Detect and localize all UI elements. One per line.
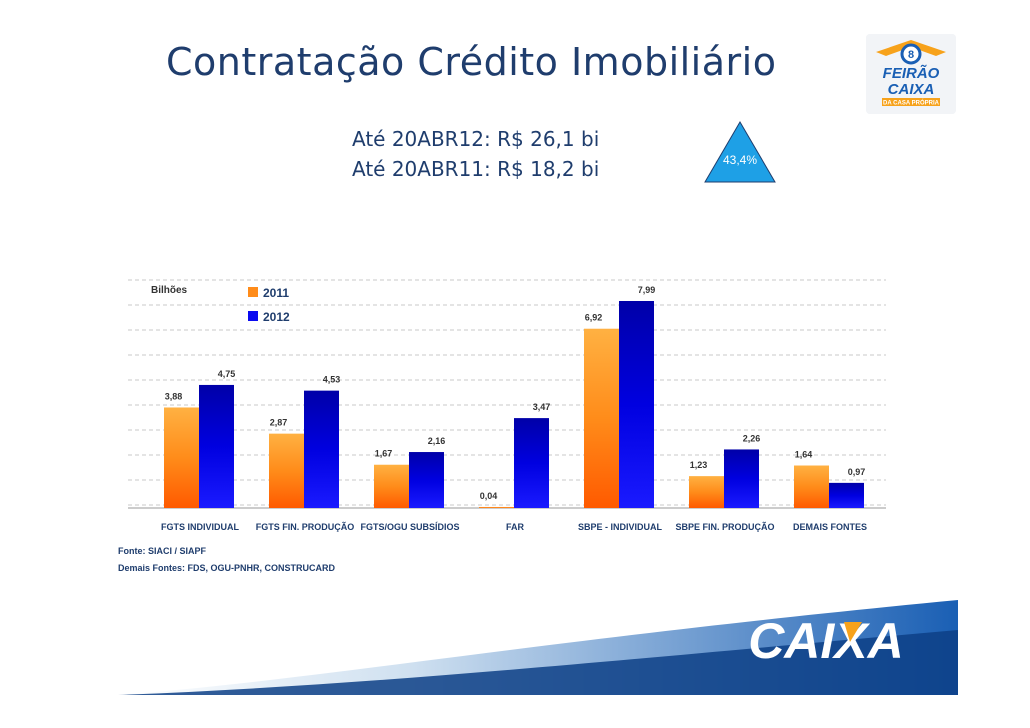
category-label-1: FGTS INDIVIDUAL [161, 522, 240, 532]
value-label-2011-4: 0,04 [480, 491, 498, 501]
summary-line-2011: Até 20ABR11: R$ 18,2 bi [352, 157, 600, 181]
value-label-2012-4: 3,47 [533, 402, 551, 412]
bar-2012-3 [409, 452, 444, 508]
summary-line-2012: Até 20ABR12: R$ 26,1 bi [352, 127, 600, 151]
bar-chart: 3,88 4,75 2,87 4,53 1,67 2,16 0,04 3,47 6,92 7,99… [128, 279, 886, 532]
chart-value-labels: 3,88 4,75 2,87 4,53 1,67 2,16 0,04 3,47 6,92 7,99… [165, 285, 866, 501]
summary-block: Até 20ABR12: R$ 26,1 bi Até 20ABR11: R$ … [352, 124, 599, 184]
decorative-swoosh [118, 600, 958, 695]
chart-legend: 2011 2012 [248, 286, 290, 324]
legend-label-2011: 2011 [263, 286, 289, 300]
value-label-2012-3: 2,16 [428, 436, 446, 446]
bar-2011-2 [269, 433, 304, 508]
category-label-5: SBPE - INDIVIDUAL [578, 522, 663, 532]
page-title: Contratação Crédito Imobiliário [166, 40, 777, 84]
growth-value: 43,4% [723, 153, 757, 167]
category-label-7: DEMAIS FONTES [793, 522, 867, 532]
caixa-logo: CAIXA [748, 613, 904, 668]
chart-category-labels: FGTS INDIVIDUAL FGTS FIN. PRODUÇÃO FGTS/OG… [161, 522, 867, 532]
legend-label-2012: 2012 [263, 310, 290, 324]
feirao-logo-word-2: CAIXA [888, 81, 935, 98]
bar-2012-2 [304, 390, 339, 508]
bar-2012-6 [724, 449, 759, 508]
bar-2012-1 [199, 384, 234, 508]
value-label-2011-2: 2,87 [270, 418, 288, 428]
value-label-2012-6: 2,26 [743, 433, 761, 443]
legend-swatch-2011 [248, 287, 258, 297]
legend-swatch-2012 [248, 311, 258, 321]
caixa-logo-word: CAIXA [748, 613, 904, 668]
bar-2012-7 [829, 482, 864, 508]
bar-2012-5 [619, 301, 654, 508]
value-label-2011-1: 3,88 [165, 391, 183, 401]
bar-2011-3 [374, 464, 409, 508]
bar-2012-4 [514, 418, 549, 508]
bar-2011-5 [584, 328, 619, 508]
bar-2011-4 [479, 506, 514, 508]
category-label-4: FAR [506, 522, 525, 532]
value-label-2011-7: 1,64 [795, 450, 813, 460]
bar-2011-6 [689, 476, 724, 508]
category-label-3: FGTS/OGU SUBSÍDIOS [360, 522, 459, 532]
feirao-logo-word-1: FEIRÃO [883, 64, 940, 82]
category-label-2: FGTS FIN. PRODUÇÃO [256, 522, 355, 532]
feirao-caixa-logo: 8 FEIRÃO CAIXA DA CASA PRÓPRIA [866, 34, 956, 114]
value-label-2012-2: 4,53 [323, 375, 341, 385]
svg-text:8: 8 [908, 49, 914, 61]
value-label-2012-5: 7,99 [638, 285, 656, 295]
value-label-2011-6: 1,23 [690, 460, 708, 470]
feirao-logo-word-3: DA CASA PRÓPRIA [883, 99, 940, 107]
other-sources-note: Demais Fontes: FDS, OGU-PNHR, CONSTRUCAR… [118, 563, 336, 573]
value-label-2011-3: 1,67 [375, 449, 393, 459]
bar-2011-1 [164, 407, 199, 508]
chart-bars [164, 301, 864, 508]
chart-unit-label: Bilhões [151, 285, 188, 296]
growth-triangle: 43,4% [704, 121, 776, 183]
value-label-2012-7: 0,97 [848, 467, 866, 477]
chart-gridlines [128, 279, 886, 509]
value-label-2011-5: 6,92 [585, 313, 603, 323]
source-note: Fonte: SIACI / SIAPF [118, 546, 207, 556]
bar-2011-7 [794, 465, 829, 508]
category-label-6: SBPE FIN. PRODUÇÃO [675, 522, 774, 532]
value-label-2012-1: 4,75 [218, 369, 236, 379]
